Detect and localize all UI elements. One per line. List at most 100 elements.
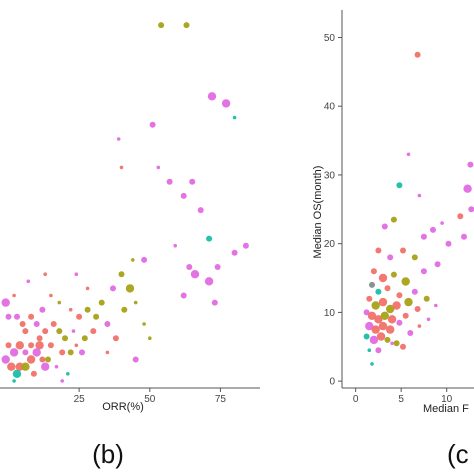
c-point-50 — [363, 333, 370, 340]
b-point-4 — [207, 92, 217, 101]
c-y-tick-label-3: 30 — [324, 170, 336, 181]
c-point-53 — [384, 336, 391, 343]
x-axis-title-b: ORR(%) — [102, 401, 144, 413]
b-point-12 — [197, 207, 204, 214]
c-point-4 — [457, 213, 464, 220]
c-point-42 — [374, 315, 383, 324]
b-point-74 — [12, 293, 16, 298]
b-point-46 — [74, 343, 79, 348]
c-point-16 — [387, 254, 394, 261]
b-point-42 — [62, 335, 68, 342]
b-point-22 — [180, 292, 187, 299]
c-point-52 — [376, 332, 386, 341]
b-point-25 — [125, 284, 135, 293]
c-point-54 — [393, 340, 400, 347]
scatter-panel-b: 25 50 75 ORR(%) (b) — [0, 22, 260, 469]
c-point-13 — [406, 152, 411, 157]
c-y-tick-label-5: 50 — [324, 33, 336, 44]
b-point-26 — [131, 258, 135, 262]
b-point-61 — [39, 356, 46, 363]
c-x-tick-label-1: 5 — [398, 394, 404, 405]
c-point-31 — [396, 292, 403, 299]
c-point-30 — [384, 285, 391, 292]
c-point-29 — [375, 288, 382, 295]
b-point-24 — [118, 271, 125, 278]
c-point-5 — [461, 233, 467, 240]
b-point-66 — [12, 379, 16, 383]
c-point-49 — [386, 325, 395, 334]
c-point-6 — [468, 206, 474, 213]
b-point-84 — [132, 356, 139, 363]
c-point-35 — [371, 301, 380, 310]
c-point-43 — [380, 311, 389, 320]
c-point-36 — [378, 297, 388, 307]
c-point-51 — [369, 335, 379, 345]
b-point-3 — [149, 121, 156, 128]
c-point-37 — [386, 304, 395, 314]
c-point-15 — [375, 247, 382, 254]
b-point-40 — [112, 335, 119, 342]
b-point-18 — [173, 243, 177, 248]
c-point-24 — [401, 277, 410, 286]
c-point-21 — [370, 268, 377, 275]
panel-label-b: (b) — [92, 439, 124, 469]
c-point-62 — [390, 341, 394, 346]
b-point-35 — [68, 307, 73, 312]
b-x-tick-label-1: 50 — [144, 394, 156, 405]
b-point-2 — [116, 137, 121, 141]
c-point-28 — [369, 281, 375, 288]
b-point-88 — [43, 272, 47, 277]
c-point-7 — [430, 226, 436, 233]
b-point-28 — [121, 306, 128, 313]
b-point-76 — [28, 313, 35, 320]
b-point-14 — [214, 264, 221, 270]
points-c — [363, 51, 474, 366]
c-point-26 — [423, 295, 430, 302]
c-point-55 — [400, 343, 406, 350]
b-point-54 — [1, 355, 10, 364]
b-point-55 — [7, 362, 16, 371]
b-point-62 — [45, 356, 51, 363]
c-point-38 — [392, 301, 401, 310]
b-point-67 — [54, 364, 59, 369]
c-point-25 — [411, 288, 418, 295]
b-point-47 — [67, 349, 74, 356]
b-x-tick-label-2: 75 — [215, 394, 227, 405]
c-point-22 — [378, 273, 388, 283]
c-point-32 — [404, 297, 413, 307]
c-point-45 — [396, 319, 403, 326]
b-point-19 — [186, 264, 193, 270]
b-point-23 — [211, 299, 218, 306]
b-point-51 — [15, 341, 24, 350]
b-point-1 — [183, 22, 190, 29]
b-point-16 — [242, 242, 249, 249]
b-point-7 — [119, 165, 124, 170]
c-point-34 — [366, 295, 373, 302]
b-point-71 — [14, 313, 20, 320]
c-point-39 — [402, 312, 409, 319]
b-point-43 — [56, 328, 63, 335]
c-point-9 — [445, 240, 452, 247]
c-point-17 — [400, 247, 406, 254]
b-point-13 — [206, 235, 213, 242]
b-point-17 — [141, 256, 148, 263]
b-point-37 — [49, 293, 53, 298]
c-y-tick-label-0: 0 — [329, 377, 335, 388]
b-point-69 — [60, 379, 64, 383]
b-point-44 — [50, 321, 57, 327]
b-point-52 — [9, 348, 19, 357]
c-point-20 — [434, 261, 441, 268]
b-point-5 — [221, 99, 231, 108]
b-point-79 — [36, 335, 43, 342]
c-point-48 — [378, 321, 388, 331]
c-point-19 — [420, 268, 427, 275]
b-point-10 — [180, 192, 187, 199]
c-y-tick-label-4: 40 — [324, 102, 336, 113]
c-point-61 — [426, 317, 431, 322]
b-point-63 — [41, 362, 50, 371]
b-point-86 — [85, 286, 90, 291]
b-point-82 — [79, 349, 85, 356]
b-point-87 — [74, 272, 79, 277]
c-point-46 — [365, 321, 374, 331]
b-point-85 — [148, 336, 152, 341]
